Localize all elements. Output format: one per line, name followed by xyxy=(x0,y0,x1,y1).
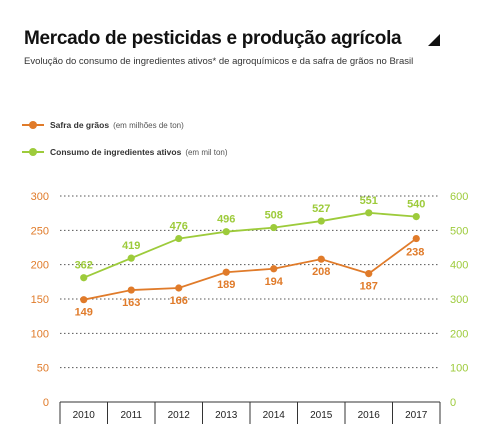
data-label: 187 xyxy=(360,281,378,293)
data-label: 419 xyxy=(122,240,140,252)
y-right-tick-label: 500 xyxy=(450,225,468,237)
legend-label-consumo: Consumo de ingredientes ativos xyxy=(50,147,182,157)
data-label: 540 xyxy=(407,199,425,211)
data-label: 238 xyxy=(406,247,424,259)
chart-title: Mercado de pesticidas e produção agrícol… xyxy=(24,28,402,49)
data-label: 189 xyxy=(217,279,235,291)
triangle-icon xyxy=(428,34,440,46)
data-point xyxy=(80,274,88,282)
data-label: 163 xyxy=(122,297,140,309)
y-right-tick-label: 100 xyxy=(450,363,468,375)
data-point xyxy=(365,269,373,278)
data-label: 362 xyxy=(75,260,93,272)
data-point xyxy=(412,234,420,243)
x-tick-label: 2010 xyxy=(73,410,96,421)
y-right-tick-label: 300 xyxy=(450,294,468,306)
data-point xyxy=(175,284,183,292)
data-point xyxy=(80,296,88,304)
series-line-consumo xyxy=(83,211,417,279)
data-label: 527 xyxy=(312,203,330,215)
x-tick-label: 2014 xyxy=(263,410,286,421)
data-point xyxy=(365,209,373,217)
data-label: 508 xyxy=(265,210,283,222)
data-label: 551 xyxy=(360,195,378,207)
chart-subtitle: Evolução do consumo de ingredientes ativ… xyxy=(24,56,414,67)
legend-unit-consumo: (em mil ton) xyxy=(185,147,228,157)
data-point xyxy=(127,286,135,294)
y-right-tick-label: 400 xyxy=(450,260,468,272)
legend-label-safra: Safra de grãos xyxy=(50,120,110,130)
y-left-tick-label: 100 xyxy=(31,328,49,340)
data-point xyxy=(317,217,325,225)
y-right-tick-label: 0 xyxy=(450,397,456,409)
data-label: 208 xyxy=(312,266,330,278)
data-point xyxy=(270,223,278,232)
data-point xyxy=(270,265,278,273)
x-tick-label: 2015 xyxy=(310,410,333,421)
y-right-tick-label: 600 xyxy=(450,191,468,203)
y-left-tick-label: 50 xyxy=(37,363,49,375)
x-tick-label: 2012 xyxy=(168,410,191,421)
legend-unit-safra: (em milhões de ton) xyxy=(113,120,184,130)
legend-swatch-safra xyxy=(22,120,44,130)
y-left-tick-label: 150 xyxy=(31,294,49,306)
x-tick-label: 2011 xyxy=(120,410,142,421)
data-label: 149 xyxy=(75,307,93,319)
y-right-tick-label: 200 xyxy=(450,328,468,340)
legend-swatch-consumo xyxy=(22,147,44,157)
y-left-tick-label: 250 xyxy=(31,225,49,237)
data-point xyxy=(317,255,325,263)
data-point xyxy=(127,254,135,262)
data-point xyxy=(222,228,230,236)
legend-item-safra: Safra de grãos (em milhões de ton) xyxy=(22,118,184,132)
data-point xyxy=(412,213,420,221)
y-left-tick-label: 200 xyxy=(31,260,49,272)
y-left-tick-label: 0 xyxy=(43,397,49,409)
data-label: 166 xyxy=(170,295,188,307)
series-line-safra xyxy=(83,237,417,301)
y-left-tick-label: 300 xyxy=(31,191,49,203)
data-point xyxy=(175,234,183,243)
x-tick-label: 2013 xyxy=(215,410,238,421)
x-tick-label: 2017 xyxy=(405,410,428,421)
data-point xyxy=(222,268,230,276)
x-tick-label: 2016 xyxy=(358,410,381,421)
legend-item-consumo: Consumo de ingredientes ativos (em mil t… xyxy=(22,145,228,159)
data-label: 476 xyxy=(170,221,188,233)
data-label: 496 xyxy=(217,214,235,226)
data-label: 194 xyxy=(265,276,284,288)
